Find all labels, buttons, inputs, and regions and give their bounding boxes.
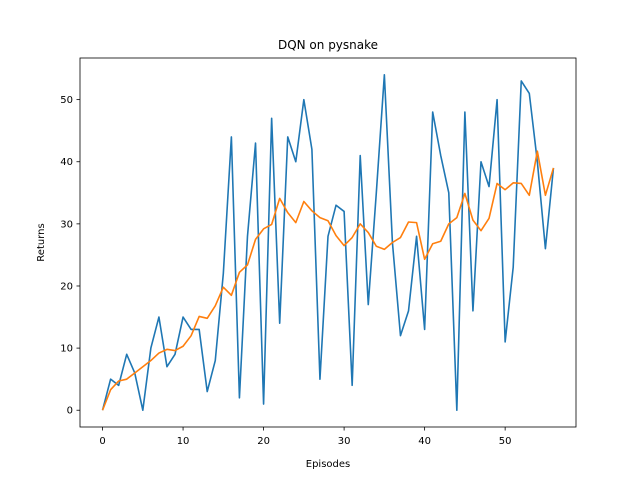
chart-title: DQN on pysnake	[278, 38, 378, 52]
y-tick-label: 20	[60, 281, 73, 292]
y-tick-label: 10	[60, 344, 73, 355]
x-tick-label: 0	[99, 436, 105, 447]
x-tick-label: 30	[338, 436, 351, 447]
x-axis: 0 10 20 30 40 50	[99, 427, 512, 447]
y-tick-label: 30	[60, 219, 73, 230]
x-tick-label: 20	[257, 436, 270, 447]
x-tick-label: 40	[418, 436, 431, 447]
series-line-1	[101, 73, 555, 412]
axes-frame	[79, 57, 577, 428]
y-axis: 0 10 20 30 40 50	[60, 95, 80, 417]
x-tick-label: 50	[499, 436, 512, 447]
y-tick-label: 0	[67, 406, 73, 417]
x-axis-label: Episodes	[306, 459, 350, 470]
y-axis-label: Returns	[36, 223, 47, 261]
series-line-2	[101, 150, 555, 411]
y-tick-label: 50	[60, 95, 73, 106]
series-layer	[101, 73, 555, 412]
y-tick-label: 40	[60, 157, 73, 168]
x-tick-label: 10	[177, 436, 190, 447]
